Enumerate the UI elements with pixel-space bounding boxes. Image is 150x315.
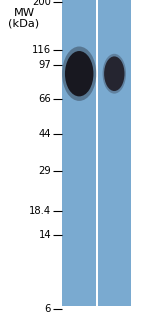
Text: 6: 6	[45, 304, 51, 314]
Text: 18.4: 18.4	[29, 206, 51, 216]
Text: MW
(kDa): MW (kDa)	[8, 8, 40, 29]
Text: 97: 97	[38, 60, 51, 70]
Text: 14: 14	[38, 230, 51, 240]
Ellipse shape	[103, 54, 126, 94]
Ellipse shape	[65, 51, 93, 96]
Bar	[98, 0, 131, 306]
Text: 44: 44	[39, 129, 51, 140]
Text: 116: 116	[32, 44, 51, 54]
Bar	[62, 0, 96, 306]
Ellipse shape	[62, 47, 96, 101]
Text: 200: 200	[32, 0, 51, 7]
Text: 66: 66	[38, 94, 51, 104]
Ellipse shape	[104, 56, 124, 91]
Text: 29: 29	[38, 166, 51, 176]
